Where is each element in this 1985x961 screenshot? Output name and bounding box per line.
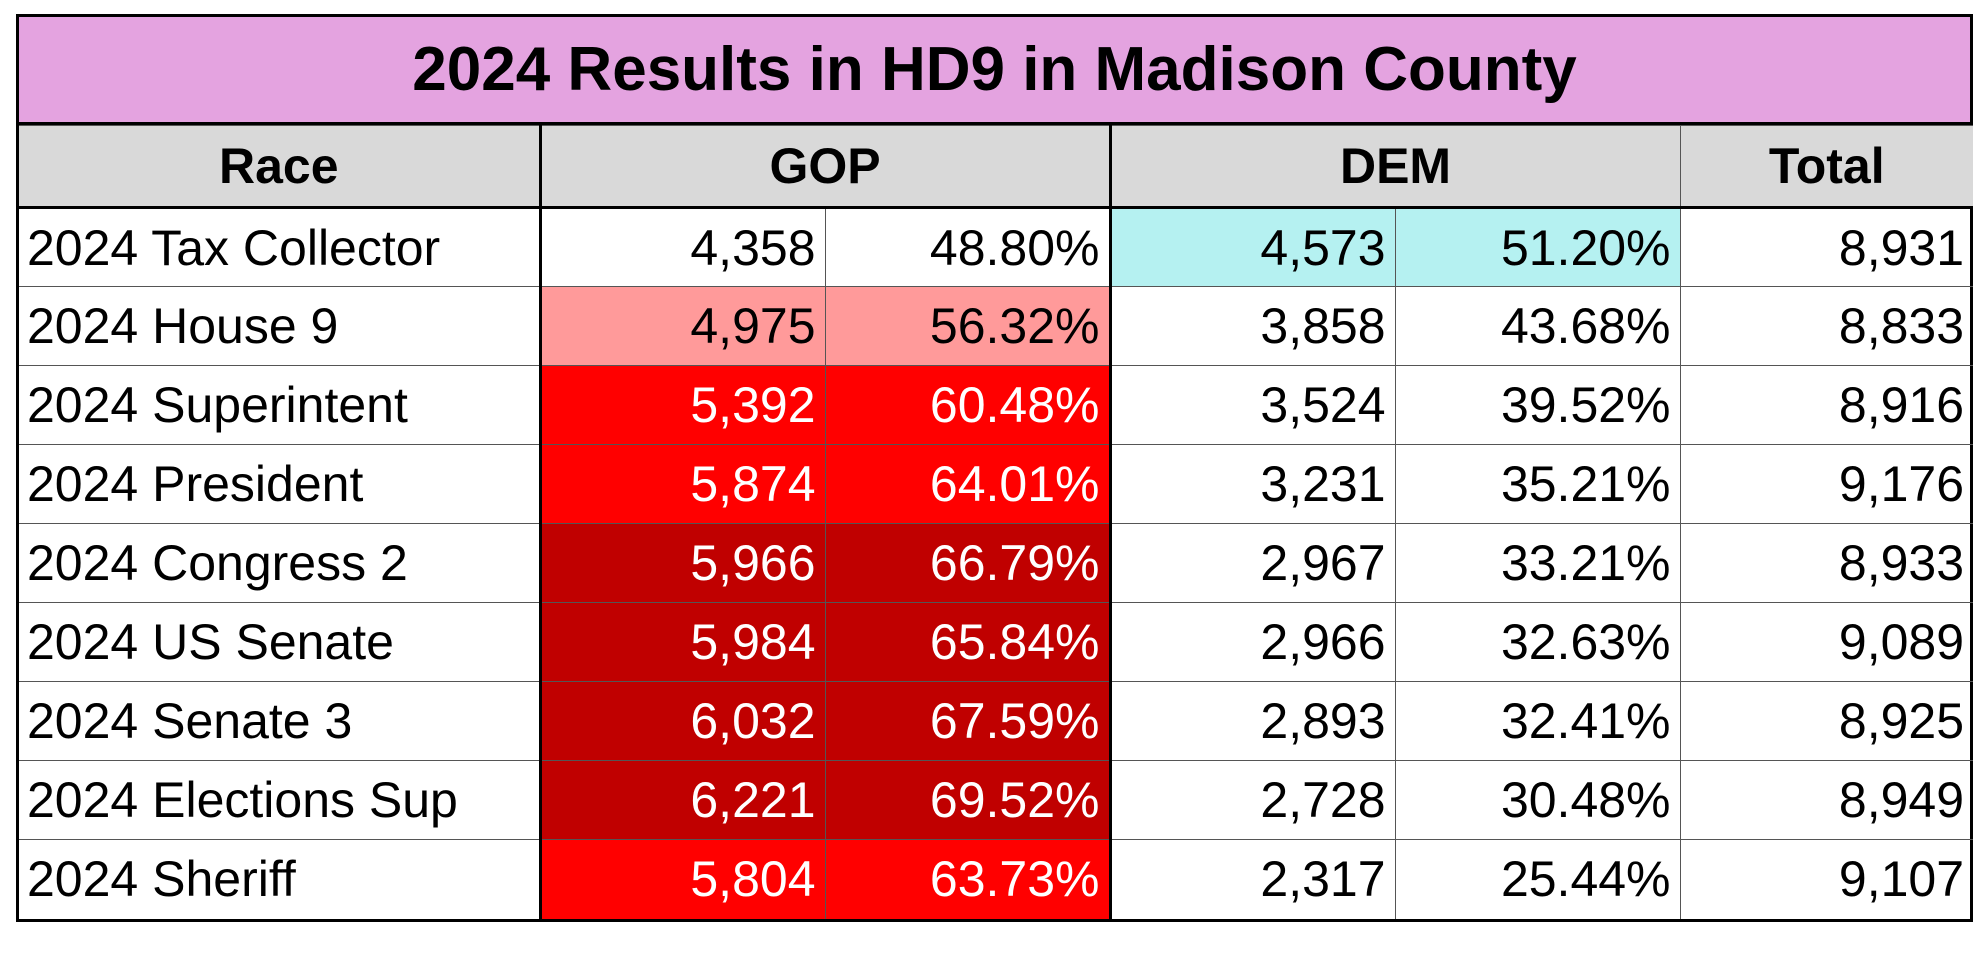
dem-pct-cell: 51.20% (1394, 207, 1681, 287)
gop-pct-cell: 67.59% (824, 681, 1112, 761)
table-row: 2024 House 9 4,975 56.32% 3,858 43.68% 8,833 (19, 286, 1974, 366)
dem-pct-cell: 35.21% (1394, 444, 1681, 524)
race-cell: 2024 President (19, 444, 542, 524)
gop-pct-cell: 69.52% (824, 760, 1112, 840)
header-row: Race GOP DEM Total (19, 125, 1974, 209)
dem-pct-cell: 33.21% (1394, 523, 1681, 603)
gop-pct-cell: 60.48% (824, 365, 1112, 445)
dem-pct-cell: 32.63% (1394, 602, 1681, 682)
dem-votes-cell: 2,966 (1109, 602, 1396, 682)
total-cell: 8,949 (1679, 760, 1974, 840)
dem-pct-cell: 25.44% (1394, 839, 1681, 919)
header-gop: GOP (539, 125, 1112, 209)
gop-votes-cell: 5,874 (539, 444, 826, 524)
race-cell: 2024 Tax Collector (19, 207, 542, 287)
dem-votes-cell: 4,573 (1109, 207, 1396, 287)
table-body: 2024 Tax Collector 4,358 48.80% 4,573 51.20%… (19, 207, 1974, 919)
gop-votes-cell: 4,358 (539, 207, 826, 287)
race-cell: 2024 Sheriff (19, 839, 542, 919)
gop-pct-cell: 56.32% (824, 286, 1112, 366)
total-cell: 9,107 (1679, 839, 1974, 919)
gop-pct-cell: 64.01% (824, 444, 1112, 524)
dem-votes-cell: 2,728 (1109, 760, 1396, 840)
gop-pct-cell: 65.84% (824, 602, 1112, 682)
results-table: Race GOP DEM Total 2024 Tax Collector 4,3… (19, 125, 1974, 919)
dem-votes-cell: 2,967 (1109, 523, 1396, 603)
dem-pct-cell: 30.48% (1394, 760, 1681, 840)
gop-votes-cell: 6,221 (539, 760, 826, 840)
dem-pct-cell: 39.52% (1394, 365, 1681, 445)
dem-votes-cell: 3,858 (1109, 286, 1396, 366)
total-cell: 9,176 (1679, 444, 1974, 524)
race-cell: 2024 House 9 (19, 286, 542, 366)
table-row: 2024 US Senate 5,984 65.84% 2,966 32.63% 9,08… (19, 602, 1974, 682)
gop-votes-cell: 5,984 (539, 602, 826, 682)
header-race: Race (19, 125, 542, 209)
total-cell: 8,916 (1679, 365, 1974, 445)
total-cell: 8,925 (1679, 681, 1974, 761)
table-row: 2024 Congress 2 5,966 66.79% 2,967 33.21% 8,9… (19, 523, 1974, 603)
total-cell: 8,931 (1679, 207, 1974, 287)
gop-votes-cell: 4,975 (539, 286, 826, 366)
race-cell: 2024 US Senate (19, 602, 542, 682)
dem-votes-cell: 2,317 (1109, 839, 1396, 919)
table-row: 2024 President 5,874 64.01% 3,231 35.21% 9,17… (19, 444, 1974, 524)
race-cell: 2024 Elections Sup (19, 760, 542, 840)
race-cell: 2024 Congress 2 (19, 523, 542, 603)
gop-pct-cell: 63.73% (824, 839, 1112, 919)
dem-votes-cell: 3,524 (1109, 365, 1396, 445)
total-cell: 8,833 (1679, 286, 1974, 366)
gop-pct-cell: 66.79% (824, 523, 1112, 603)
gop-pct-cell: 48.80% (824, 207, 1112, 287)
race-cell: 2024 Superintent (19, 365, 542, 445)
table-title: 2024 Results in HD9 in Madison County (19, 17, 1970, 125)
table-row: 2024 Sheriff 5,804 63.73% 2,317 25.44% 9,107 (19, 839, 1974, 919)
dem-pct-cell: 43.68% (1394, 286, 1681, 366)
results-table-card: 2024 Results in HD9 in Madison County Ra… (16, 14, 1974, 922)
total-cell: 8,933 (1679, 523, 1974, 603)
gop-votes-cell: 5,392 (539, 365, 826, 445)
table-row: 2024 Senate 3 6,032 67.59% 2,893 32.41% 8,925 (19, 681, 1974, 761)
header-dem: DEM (1109, 125, 1681, 209)
gop-votes-cell: 6,032 (539, 681, 826, 761)
table-row: 2024 Superintent 5,392 60.48% 3,524 39.52% 8,… (19, 365, 1974, 445)
dem-pct-cell: 32.41% (1394, 681, 1681, 761)
total-cell: 9,089 (1679, 602, 1974, 682)
gop-votes-cell: 5,804 (539, 839, 826, 919)
table-row: 2024 Tax Collector 4,358 48.80% 4,573 51.20%… (19, 207, 1974, 287)
dem-votes-cell: 2,893 (1109, 681, 1396, 761)
gop-votes-cell: 5,966 (539, 523, 826, 603)
table-row: 2024 Elections Sup 6,221 69.52% 2,728 30.48%… (19, 760, 1974, 840)
race-cell: 2024 Senate 3 (19, 681, 542, 761)
dem-votes-cell: 3,231 (1109, 444, 1396, 524)
header-total: Total (1679, 125, 1974, 209)
